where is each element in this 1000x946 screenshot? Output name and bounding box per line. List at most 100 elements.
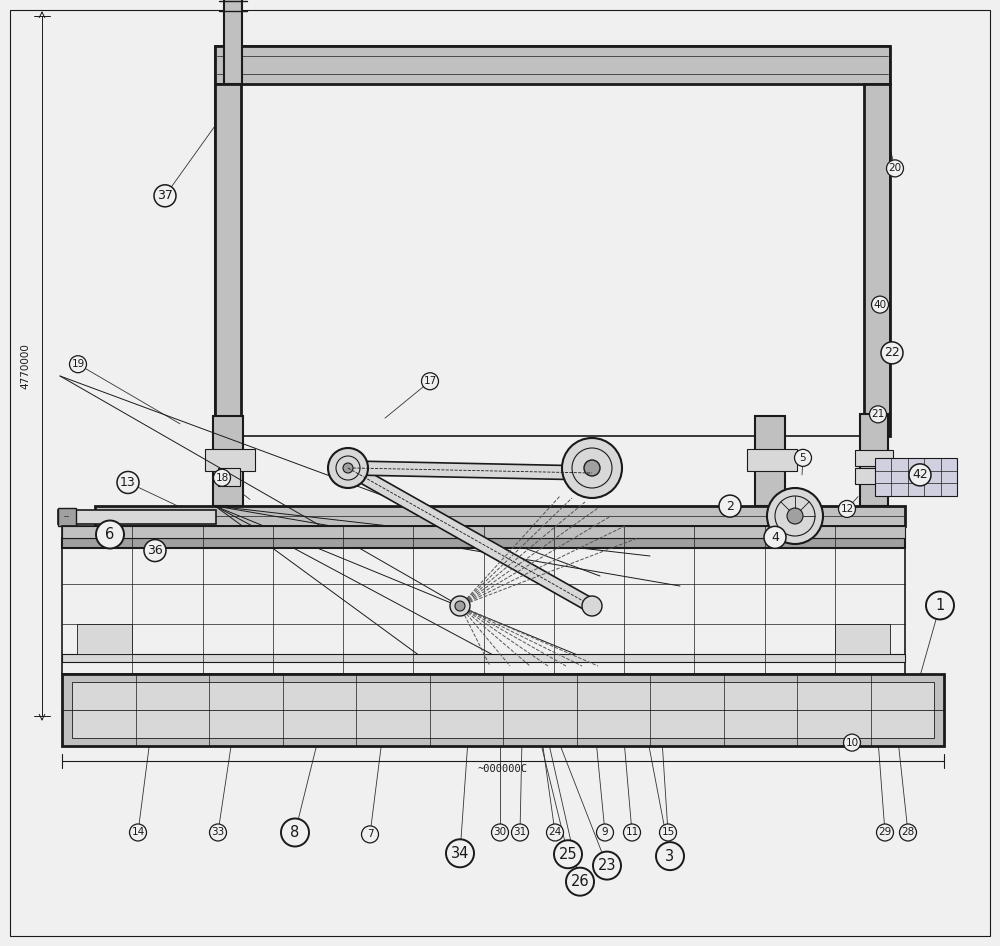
Text: 28: 28 <box>901 828 915 837</box>
Circle shape <box>343 463 353 473</box>
Circle shape <box>210 824 226 841</box>
Text: 18: 18 <box>215 473 229 482</box>
Text: 34: 34 <box>451 846 469 861</box>
Circle shape <box>582 596 602 616</box>
Bar <box>77 624 132 654</box>
Text: 7: 7 <box>367 830 373 839</box>
Bar <box>62 538 905 548</box>
Circle shape <box>562 438 622 498</box>
Text: 13: 13 <box>120 476 136 489</box>
Text: 14: 14 <box>131 828 145 837</box>
Text: ~000000C: ~000000C <box>478 764 528 774</box>
Circle shape <box>455 601 465 611</box>
Circle shape <box>844 734 860 751</box>
Bar <box>215 84 241 436</box>
Text: 20: 20 <box>888 164 902 173</box>
Circle shape <box>870 406 887 423</box>
Bar <box>58 510 216 524</box>
Text: 37: 37 <box>157 189 173 202</box>
Bar <box>218 468 240 486</box>
Circle shape <box>787 508 803 524</box>
Bar <box>747 449 797 471</box>
Bar <box>62 674 944 746</box>
Text: 23: 23 <box>598 858 616 873</box>
Circle shape <box>719 495 741 517</box>
Circle shape <box>117 471 139 494</box>
Circle shape <box>660 824 676 841</box>
Text: 6: 6 <box>105 527 115 542</box>
Bar <box>875 458 957 496</box>
Text: 11: 11 <box>625 828 639 837</box>
Text: 25: 25 <box>559 847 577 862</box>
Circle shape <box>881 342 903 364</box>
Bar <box>215 46 890 436</box>
Bar <box>62 526 905 674</box>
Circle shape <box>422 373 438 390</box>
Text: 4: 4 <box>771 531 779 544</box>
Text: 42: 42 <box>912 468 928 482</box>
Circle shape <box>446 839 474 867</box>
Circle shape <box>584 460 600 476</box>
Polygon shape <box>353 461 592 480</box>
Bar <box>224 0 242 84</box>
Text: 36: 36 <box>147 544 163 557</box>
Polygon shape <box>345 462 595 612</box>
Bar <box>855 450 893 466</box>
Bar <box>835 624 890 654</box>
Text: 15: 15 <box>661 828 675 837</box>
Circle shape <box>154 184 176 207</box>
Text: 33: 33 <box>211 828 225 837</box>
Text: 30: 30 <box>493 828 507 837</box>
Text: --: -- <box>64 513 70 521</box>
Circle shape <box>70 356 87 373</box>
Circle shape <box>492 824 509 841</box>
Bar <box>205 449 255 471</box>
Circle shape <box>144 539 166 562</box>
Circle shape <box>872 296 889 313</box>
Text: 4770000: 4770000 <box>20 343 30 389</box>
Text: 17: 17 <box>423 377 437 386</box>
Text: 19: 19 <box>71 359 85 369</box>
Text: 3: 3 <box>665 849 675 864</box>
Circle shape <box>876 824 894 841</box>
Text: 21: 21 <box>871 410 885 419</box>
Bar <box>95 506 905 526</box>
Circle shape <box>512 824 528 841</box>
Circle shape <box>96 520 124 549</box>
Text: 10: 10 <box>845 738 859 747</box>
Text: 5: 5 <box>800 453 806 463</box>
Text: 31: 31 <box>513 828 527 837</box>
Bar <box>62 654 905 662</box>
Bar <box>58 508 76 526</box>
Bar <box>213 416 243 506</box>
Circle shape <box>214 469 230 486</box>
Text: 1: 1 <box>935 598 945 613</box>
Text: 29: 29 <box>878 828 892 837</box>
Text: 26: 26 <box>571 874 589 889</box>
Circle shape <box>764 526 786 549</box>
Bar <box>62 526 905 538</box>
Text: 9: 9 <box>602 828 608 837</box>
Circle shape <box>593 851 621 880</box>
Circle shape <box>130 824 146 841</box>
Circle shape <box>450 596 470 616</box>
Bar <box>855 468 893 484</box>
Bar <box>215 46 890 84</box>
Circle shape <box>596 824 614 841</box>
Text: 24: 24 <box>548 828 562 837</box>
Circle shape <box>624 824 640 841</box>
Circle shape <box>838 500 856 517</box>
Text: 22: 22 <box>884 346 900 359</box>
Circle shape <box>794 449 812 466</box>
Circle shape <box>281 818 309 847</box>
Circle shape <box>546 824 564 841</box>
Circle shape <box>900 824 916 841</box>
Circle shape <box>767 488 823 544</box>
Text: 40: 40 <box>873 300 887 309</box>
Circle shape <box>554 840 582 868</box>
Bar <box>860 414 888 506</box>
Text: 2: 2 <box>726 499 734 513</box>
Circle shape <box>328 448 368 488</box>
Bar <box>72 682 934 738</box>
Bar <box>864 84 890 436</box>
